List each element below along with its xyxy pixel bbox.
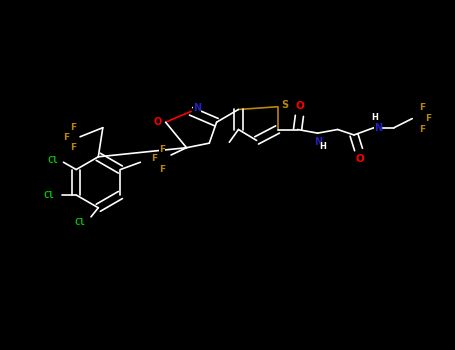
Text: F: F — [63, 133, 69, 142]
Text: N: N — [193, 103, 201, 113]
Text: S: S — [281, 100, 288, 110]
Text: F: F — [71, 123, 76, 132]
Text: O: O — [295, 101, 304, 111]
Text: F: F — [420, 125, 425, 134]
Text: F: F — [71, 143, 76, 152]
Text: Cl: Cl — [75, 218, 86, 227]
Text: F: F — [425, 114, 431, 123]
Text: O: O — [154, 117, 162, 127]
Text: F: F — [159, 165, 165, 174]
Text: H: H — [371, 113, 379, 122]
Text: F: F — [151, 154, 157, 163]
Text: Cl: Cl — [44, 190, 55, 199]
Text: Cl: Cl — [47, 156, 58, 165]
Text: O: O — [355, 154, 364, 164]
Text: F: F — [159, 145, 165, 154]
Text: H: H — [319, 142, 327, 151]
Text: N: N — [314, 137, 323, 147]
Text: N: N — [374, 123, 382, 133]
Text: F: F — [420, 103, 425, 112]
